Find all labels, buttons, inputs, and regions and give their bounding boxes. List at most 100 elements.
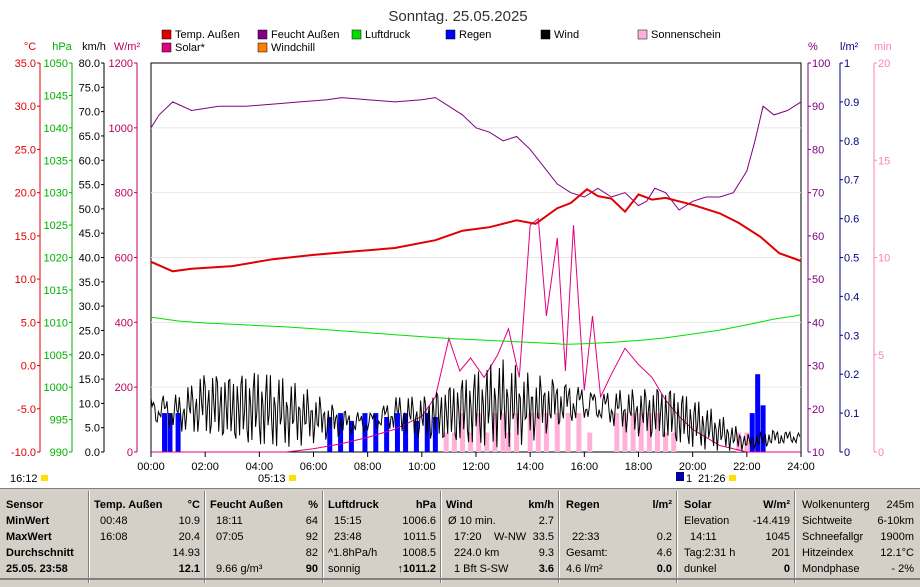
axis-tick-label: 30 <box>812 361 824 373</box>
bar-regen <box>432 416 438 452</box>
legend-label: Regen <box>459 29 491 41</box>
humidity-min-time: 18:11 <box>216 515 243 527</box>
legend-label: Sonnenschein <box>651 29 721 41</box>
bar-sonnenschein <box>500 413 506 452</box>
axis-tick-label: 0 <box>844 447 850 459</box>
axis-tick-label: 45.0 <box>79 228 100 240</box>
axis-tick-label: 10.0 <box>15 274 36 286</box>
bar-regen <box>338 413 344 452</box>
legend-label: Solar* <box>175 42 206 54</box>
pressure-trend: ^1.8hPa/h <box>328 547 378 559</box>
axis-tick-label: 10 <box>812 447 824 459</box>
axis-tick-label: 20 <box>878 58 890 70</box>
axis-tick-label: 60 <box>812 231 824 243</box>
max-label: MaxWert <box>6 531 52 543</box>
axis-tick-label: 80.0 <box>79 58 100 70</box>
axis-tick-label: 400 <box>115 317 133 329</box>
axis-tick-label: 50.0 <box>79 204 100 216</box>
heat-index: 12.1°C <box>880 547 914 559</box>
x-tick-label: 18:00 <box>625 461 653 473</box>
series-line-feuchtauen <box>150 97 802 211</box>
axis-tick-label: 0.6 <box>844 214 859 226</box>
x-tick-label: 06:00 <box>300 461 328 473</box>
bar-sonnenschein <box>554 413 560 452</box>
axis-tick-label: 25.0 <box>15 144 36 156</box>
humidity-min: 64 <box>305 515 318 527</box>
pressure-column: Luftdruck hPa 15:15 1006.6 23:48 1011.5 ^1.… <box>326 493 438 581</box>
snowline-label: Schneefallgr <box>802 531 864 543</box>
axis-tick-label: 10.0 <box>79 398 100 410</box>
solar-unit: W/m² <box>763 499 790 511</box>
axis-tick-label: 100 <box>812 58 830 70</box>
axis-tick-label: 0 <box>127 447 133 459</box>
bar-sonnenschein <box>443 432 449 452</box>
weather-chart: Sonntag. 25.05.2025 Temp. Außen Feucht Au… <box>10 8 892 485</box>
legend-swatch <box>445 29 456 40</box>
axis-tick-label: 0.9 <box>844 97 859 109</box>
temp-unit: °C <box>187 499 200 511</box>
humidity-abs: 9.66 g/m³ <box>216 563 263 575</box>
sunrise-label: 05:13 <box>258 473 286 485</box>
axis-tick-label: 70.0 <box>79 107 100 119</box>
axis-tick-label: 40.0 <box>79 253 100 265</box>
x-tick-label: 08:00 <box>354 461 382 473</box>
x-tick-label: 14:00 <box>516 461 544 473</box>
bar-sonnenschein <box>614 413 620 452</box>
axis-unit: hPa <box>52 41 72 53</box>
series-line-tempauen <box>150 187 802 273</box>
min-label: MinWert <box>6 515 50 527</box>
legend: Temp. Außen Feucht Außen Luftdruck Regen Win… <box>161 29 721 54</box>
axis-unit: % <box>808 41 818 53</box>
pressure-avg: 1008.5 <box>402 547 436 559</box>
axis-unit: min <box>874 41 892 53</box>
extra-column: Wolkenunterg 245m Sichtweite 6-10km Schnee… <box>798 493 916 581</box>
axis-tick-label: 0.2 <box>844 369 859 381</box>
wind-avg: 2.7 <box>538 515 554 527</box>
series-line-wind <box>150 359 801 451</box>
solar-current: 0 <box>783 563 790 575</box>
bar-sonnenschein <box>527 413 533 452</box>
bar-sonnenschein <box>506 432 511 452</box>
bar-sonnenschein <box>576 413 582 452</box>
bar-regen <box>384 416 390 452</box>
axis-tick-label: 200 <box>115 382 133 394</box>
pressure-title: Luftdruck <box>328 499 379 511</box>
bar-regen <box>749 413 755 452</box>
legend-swatch <box>637 29 648 40</box>
axis-tick-label: 0.0 <box>85 447 100 459</box>
temp-max-time: 16:08 <box>100 531 128 543</box>
axis-tick-label: 800 <box>115 188 133 200</box>
axis-tick-label: 1015 <box>44 285 68 297</box>
axis-unit: km/h <box>82 41 106 53</box>
legend-swatch <box>257 29 268 40</box>
axis-tick-label: 1035 <box>44 155 68 167</box>
bar-sonnenschein <box>484 432 490 452</box>
sun-icon <box>729 475 736 481</box>
temp-title: Temp. Außen <box>94 499 163 511</box>
axis-tick-label: 1 <box>844 58 850 70</box>
legend-label: Wind <box>554 29 579 41</box>
axis-tick-label: 90 <box>812 101 824 113</box>
bar-regen <box>362 413 368 452</box>
axis-tick-label: 30.0 <box>15 101 36 113</box>
axis-tick-label: 1045 <box>44 90 68 102</box>
left-axes: °C 35.0 30.0 25.0 20.0 15.0 10.0 5.0 0.0 -5.0 -10.… <box>11 41 141 459</box>
wind-run: 224.0 km <box>454 547 500 559</box>
bar-regen <box>760 405 766 452</box>
bar-regen <box>348 420 354 452</box>
sunset-label: 21:26 <box>698 473 726 485</box>
axis-tick-label: 990 <box>50 447 68 459</box>
axis-tick-label: 1005 <box>44 350 68 362</box>
sun-markers: 16:12 05:13 1 21:26 <box>10 472 736 485</box>
wind-current: 3.6 <box>538 563 554 575</box>
sensor-column: Sensor MinWert MaxWert Durchschnitt 25.0… <box>6 493 86 581</box>
solar-day: Tag:2:31 h <box>684 547 736 559</box>
sensor-title: Sensor <box>6 499 44 511</box>
solar-max: 1045 <box>765 531 790 543</box>
axis-tick-label: 5 <box>878 350 884 362</box>
axis-tick-label: 65.0 <box>79 131 100 143</box>
axis-tick-label: -5.0 <box>17 404 36 416</box>
bar-sonnenschein <box>492 413 498 452</box>
axis-unit: °C <box>24 41 36 53</box>
bar-regen <box>167 413 173 452</box>
